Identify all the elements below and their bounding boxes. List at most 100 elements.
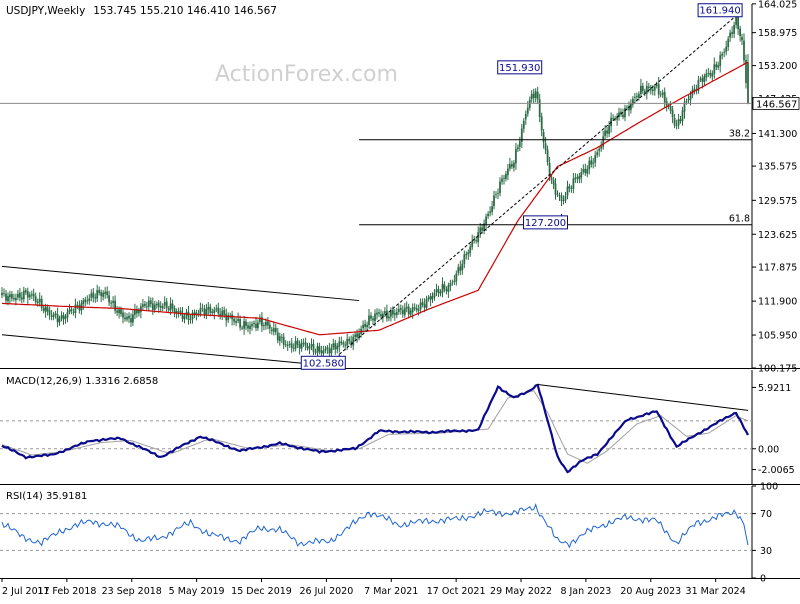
candle-body bbox=[304, 342, 307, 346]
candle-body bbox=[368, 315, 370, 325]
candle-body bbox=[90, 293, 93, 298]
candle-body bbox=[558, 195, 561, 197]
candle-body bbox=[40, 298, 43, 308]
candle-body bbox=[449, 283, 452, 287]
candle-body bbox=[437, 289, 440, 294]
candle-body bbox=[253, 322, 255, 324]
candle-body bbox=[1, 292, 3, 296]
candle-body bbox=[149, 300, 152, 304]
candle-body bbox=[344, 344, 347, 346]
candle-body bbox=[485, 216, 487, 225]
candle-body bbox=[223, 310, 226, 315]
candle-body bbox=[132, 314, 134, 323]
candle-body bbox=[225, 313, 228, 321]
candle-body bbox=[649, 87, 652, 91]
candle-body bbox=[267, 321, 269, 326]
price-ytick-label: 158.975 bbox=[758, 28, 797, 39]
candle-body bbox=[56, 314, 59, 323]
candle-body bbox=[469, 246, 472, 253]
candle-body bbox=[108, 295, 110, 303]
candle-body bbox=[312, 344, 315, 352]
candle-body bbox=[503, 177, 505, 179]
candle-body bbox=[78, 305, 81, 311]
candle-body bbox=[620, 111, 622, 115]
x-tick-label: 31 Mar 2024 bbox=[686, 586, 746, 597]
candle-body bbox=[465, 253, 468, 256]
candle-body bbox=[509, 164, 511, 169]
candle-body bbox=[618, 112, 620, 117]
current-price-label: 146.567 bbox=[756, 99, 797, 110]
candle-body bbox=[130, 318, 132, 323]
candle-body bbox=[286, 344, 289, 346]
price-label-box bbox=[497, 60, 543, 75]
candle-body bbox=[294, 341, 297, 349]
candle-body bbox=[636, 96, 638, 98]
candle-body bbox=[453, 280, 456, 282]
candle-body bbox=[128, 315, 130, 319]
candle-body bbox=[411, 307, 414, 313]
candle-body bbox=[679, 119, 682, 121]
candle-body bbox=[419, 302, 422, 310]
x-tick-label: 17 Oct 2021 bbox=[427, 586, 486, 597]
candle-body bbox=[245, 321, 247, 326]
candle-body bbox=[386, 310, 388, 319]
candle-body bbox=[211, 311, 214, 313]
candle-body bbox=[477, 232, 480, 243]
candle-body bbox=[445, 289, 448, 291]
candle-body bbox=[693, 88, 696, 91]
candle-body bbox=[362, 324, 364, 329]
candle-body bbox=[106, 291, 109, 296]
candle-body bbox=[118, 309, 120, 314]
candle-body bbox=[532, 93, 535, 99]
candle-body bbox=[634, 96, 636, 98]
candle-body bbox=[433, 292, 436, 297]
candle-body bbox=[409, 310, 412, 315]
candle-body bbox=[441, 284, 444, 293]
macd-ytick-label: -2.0065 bbox=[758, 465, 795, 476]
candle-body bbox=[475, 240, 478, 242]
candle-body bbox=[487, 213, 489, 217]
candle-body bbox=[673, 118, 676, 126]
x-tick-label: 29 May 2022 bbox=[490, 586, 552, 597]
candle-body bbox=[499, 181, 501, 194]
candle-body bbox=[153, 304, 156, 310]
candle-body bbox=[427, 297, 430, 299]
candles-group bbox=[1, 10, 749, 359]
candle-body bbox=[431, 296, 434, 300]
candle-body bbox=[11, 294, 13, 299]
candle-body bbox=[622, 114, 624, 117]
candle-body bbox=[655, 84, 658, 86]
candle-body bbox=[556, 194, 559, 196]
candle-body bbox=[515, 148, 517, 164]
candle-body bbox=[685, 100, 688, 103]
candle-body bbox=[511, 164, 513, 167]
price-ytick-label: 141.300 bbox=[758, 129, 797, 140]
ohlc-label: 153.745 155.210 146.410 146.567 bbox=[93, 5, 277, 17]
candle-body bbox=[100, 292, 103, 297]
candle-body bbox=[334, 343, 337, 350]
candle-body bbox=[161, 305, 164, 309]
candle-body bbox=[570, 188, 573, 189]
channel-line bbox=[1, 265, 360, 302]
candle-body bbox=[522, 120, 525, 129]
candle-body bbox=[124, 317, 126, 320]
candle-body bbox=[743, 40, 745, 61]
candle-body bbox=[86, 300, 89, 302]
candle-body bbox=[268, 324, 271, 329]
candle-body bbox=[518, 141, 521, 147]
candle-body bbox=[322, 350, 325, 354]
candle-body bbox=[645, 85, 648, 94]
candle-body bbox=[651, 89, 654, 92]
candle-body bbox=[435, 289, 438, 292]
price-label-box bbox=[523, 215, 568, 230]
rsi-ytick-label: 0 bbox=[760, 574, 766, 585]
candle-body bbox=[584, 168, 587, 174]
candle-body bbox=[354, 334, 357, 337]
candle-body bbox=[407, 306, 410, 315]
candle-body bbox=[647, 86, 650, 88]
price-label-text: 151.930 bbox=[499, 63, 540, 74]
candle-body bbox=[612, 117, 614, 119]
candle-body bbox=[239, 319, 241, 328]
candle-body bbox=[566, 186, 569, 196]
candle-body bbox=[247, 325, 249, 329]
